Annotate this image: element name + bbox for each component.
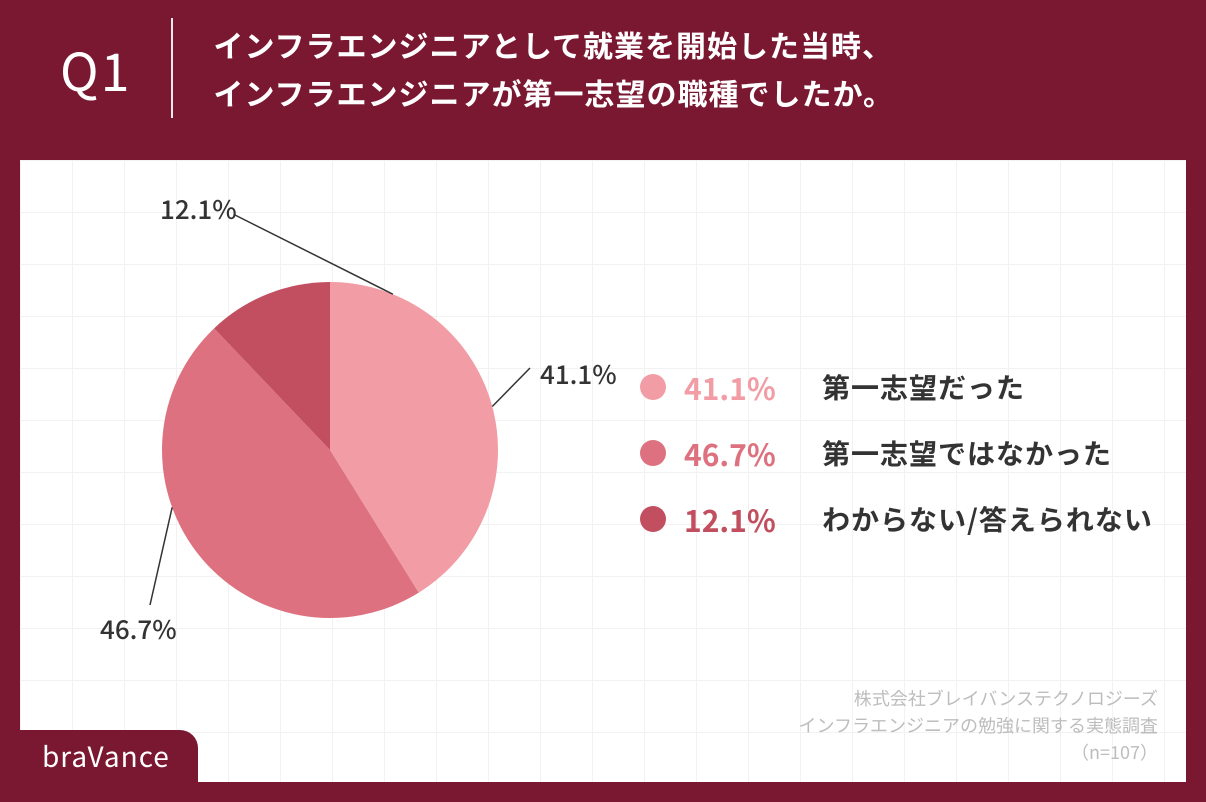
legend-dot-icon	[640, 506, 666, 532]
legend-row-2: 12.1% わからない/答えられない	[640, 497, 1153, 541]
callout-label-0: 41.1%	[540, 355, 617, 392]
legend: 41.1% 第一志望だった 46.7% 第一志望ではなかった 12.1% わからない/答え…	[640, 365, 1153, 541]
footer-line-3: （n=107）	[799, 739, 1158, 766]
question-line-1: インフラエンジニアとして就業を開始した当時、	[213, 20, 894, 68]
header: Q1 インフラエンジニアとして就業を開始した当時、 インフラエンジニアが第一志望…	[0, 0, 1206, 132]
legend-row-0: 41.1% 第一志望だった	[640, 365, 1153, 409]
brand-tab: braVance	[20, 730, 198, 782]
legend-percent: 41.1%	[684, 365, 804, 409]
legend-label: わからない/答えられない	[822, 499, 1153, 539]
legend-dot-icon	[640, 440, 666, 466]
legend-percent: 12.1%	[684, 497, 804, 541]
slide-frame: Q1 インフラエンジニアとして就業を開始した当時、 インフラエンジニアが第一志望…	[0, 0, 1206, 802]
footer-credits: 株式会社ブレイバンステクノロジーズ インフラエンジニアの勉強に関する実態調査 （…	[799, 685, 1158, 766]
legend-row-1: 46.7% 第一志望ではなかった	[640, 431, 1153, 475]
brand-part-b: Vance	[88, 736, 170, 776]
callout-label-2: 12.1%	[160, 190, 237, 227]
callout-leader-0	[492, 368, 530, 407]
chart-panel: 41.1% 46.7% 12.1% 41.1% 第一志望だった 46.7% 第一志望ではな…	[20, 160, 1186, 782]
brand-part-a: bra	[42, 736, 88, 776]
legend-dot-icon	[640, 374, 666, 400]
legend-percent: 46.7%	[684, 431, 804, 475]
footer-line-1: 株式会社ブレイバンステクノロジーズ	[799, 685, 1158, 712]
question-line-2: インフラエンジニアが第一志望の職種でしたか。	[213, 68, 894, 116]
legend-label: 第一志望だった	[822, 367, 1025, 407]
callout-label-1: 46.7%	[100, 610, 177, 647]
callout-leader-2	[235, 215, 393, 294]
legend-label: 第一志望ではなかった	[822, 433, 1112, 473]
callout-leader-1	[150, 507, 172, 605]
question-text: インフラエンジニアとして就業を開始した当時、 インフラエンジニアが第一志望の職種…	[213, 20, 894, 116]
question-number: Q1	[60, 31, 131, 106]
header-divider	[171, 18, 173, 118]
footer-line-2: インフラエンジニアの勉強に関する実態調査	[799, 712, 1158, 739]
